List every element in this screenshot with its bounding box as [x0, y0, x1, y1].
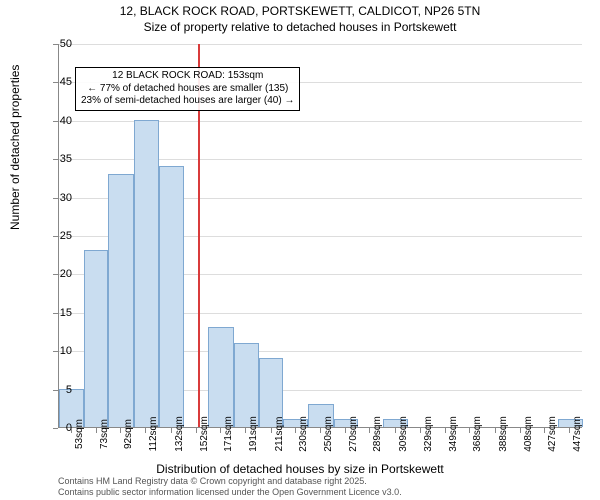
xtick-mark — [295, 428, 296, 433]
ytick-mark — [53, 82, 58, 83]
ytick-label: 40 — [46, 115, 72, 127]
histogram-bar — [159, 166, 184, 427]
ytick-label: 0 — [46, 422, 72, 434]
chart-title-sub: Size of property relative to detached ho… — [0, 20, 600, 34]
ytick-mark — [53, 274, 58, 275]
xtick-mark — [220, 428, 221, 433]
xtick-mark — [96, 428, 97, 433]
ytick-label: 25 — [46, 230, 72, 242]
xtick-mark — [544, 428, 545, 433]
ytick-label: 50 — [46, 38, 72, 50]
chart-title-main: 12, BLACK ROCK ROAD, PORTSKEWETT, CALDIC… — [0, 4, 600, 18]
y-axis-label: Number of detached properties — [8, 65, 22, 230]
info-line2: ← 77% of detached houses are smaller (13… — [81, 83, 294, 96]
ytick-mark — [53, 159, 58, 160]
xtick-label: 447sqm — [572, 416, 583, 452]
info-line1: 12 BLACK ROCK ROAD: 153sqm — [81, 70, 294, 83]
xtick-mark — [395, 428, 396, 433]
xtick-mark — [171, 428, 172, 433]
histogram-bar — [234, 343, 259, 427]
info-line3: 23% of semi-detached houses are larger (… — [81, 95, 294, 108]
footer-line1: Contains HM Land Registry data © Crown c… — [58, 476, 402, 487]
ytick-mark — [53, 351, 58, 352]
xtick-label: 152sqm — [199, 416, 210, 452]
xtick-mark — [420, 428, 421, 433]
xtick-label: 349sqm — [448, 416, 459, 452]
footer-line2: Contains public sector information licen… — [58, 487, 402, 498]
xtick-label: 388sqm — [498, 416, 509, 452]
xtick-label: 289sqm — [372, 416, 383, 452]
footer-attribution: Contains HM Land Registry data © Crown c… — [58, 476, 402, 498]
xtick-mark — [469, 428, 470, 433]
ytick-mark — [53, 236, 58, 237]
xtick-label: 329sqm — [423, 416, 434, 452]
xtick-label: 112sqm — [148, 417, 159, 452]
ytick-mark — [53, 428, 58, 429]
ytick-label: 35 — [46, 153, 72, 165]
xtick-label: 53sqm — [74, 419, 85, 449]
xtick-label: 191sqm — [248, 416, 259, 452]
ytick-mark — [53, 390, 58, 391]
ytick-label: 15 — [46, 307, 72, 319]
xtick-mark — [569, 428, 570, 433]
xtick-label: 427sqm — [547, 416, 558, 452]
xtick-mark — [369, 428, 370, 433]
ytick-label: 45 — [46, 76, 72, 88]
xtick-mark — [245, 428, 246, 433]
histogram-bar — [208, 327, 233, 427]
xtick-label: 92sqm — [123, 419, 134, 449]
ytick-label: 30 — [46, 192, 72, 204]
xtick-mark — [520, 428, 521, 433]
xtick-label: 230sqm — [298, 416, 309, 452]
ytick-mark — [53, 198, 58, 199]
xtick-mark — [445, 428, 446, 433]
xtick-label: 171sqm — [223, 416, 234, 452]
histogram-bar — [134, 120, 159, 427]
xtick-mark — [196, 428, 197, 433]
xtick-label: 211sqm — [274, 417, 285, 452]
xtick-label: 270sqm — [348, 416, 359, 452]
xtick-label: 368sqm — [472, 416, 483, 452]
ytick-label: 10 — [46, 345, 72, 357]
xtick-mark — [145, 428, 146, 433]
xtick-label: 309sqm — [398, 416, 409, 452]
gridline — [59, 44, 582, 45]
ytick-mark — [53, 313, 58, 314]
xtick-mark — [320, 428, 321, 433]
xtick-mark — [271, 428, 272, 433]
ytick-mark — [53, 121, 58, 122]
ytick-mark — [53, 44, 58, 45]
xtick-label: 132sqm — [174, 416, 185, 452]
histogram-bar — [108, 174, 133, 427]
ytick-label: 5 — [46, 384, 72, 396]
ytick-label: 20 — [46, 268, 72, 280]
xtick-mark — [495, 428, 496, 433]
xtick-label: 250sqm — [323, 416, 334, 452]
xtick-label: 408sqm — [523, 416, 534, 452]
xtick-label: 73sqm — [99, 419, 110, 449]
histogram-bar — [84, 250, 108, 427]
info-box: 12 BLACK ROCK ROAD: 153sqm← 77% of detac… — [75, 67, 300, 111]
plot-surface: 12 BLACK ROCK ROAD: 153sqm← 77% of detac… — [58, 44, 582, 428]
xtick-mark — [71, 428, 72, 433]
xtick-mark — [120, 428, 121, 433]
xtick-mark — [345, 428, 346, 433]
x-axis-label: Distribution of detached houses by size … — [0, 462, 600, 476]
chart-plot-area: 12 BLACK ROCK ROAD: 153sqm← 77% of detac… — [58, 44, 582, 428]
